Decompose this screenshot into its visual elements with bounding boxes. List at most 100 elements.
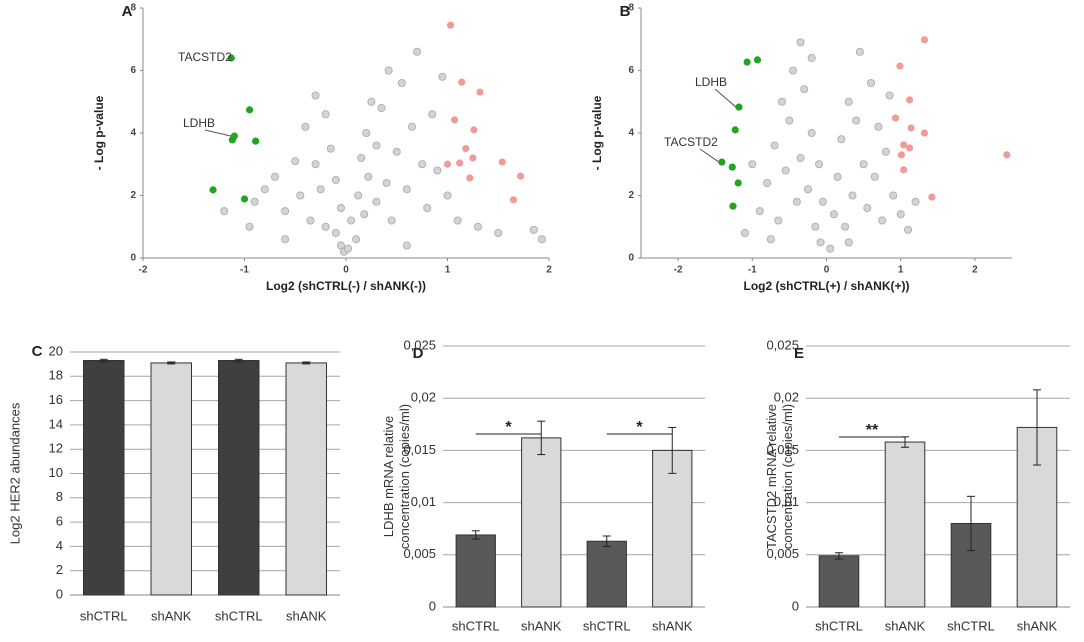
x-tick-label: shANK — [151, 608, 192, 623]
significance-mark: ** — [866, 422, 879, 439]
x-tick-label: -2 — [674, 265, 683, 276]
point — [807, 128, 816, 137]
point — [911, 197, 920, 206]
x-tick-label: shANK — [286, 608, 327, 623]
point — [260, 185, 269, 194]
point — [537, 235, 546, 244]
point — [906, 144, 914, 152]
point — [920, 36, 929, 44]
point — [362, 128, 371, 137]
point — [770, 141, 779, 150]
point — [818, 197, 827, 206]
point — [781, 166, 790, 175]
point — [734, 179, 742, 187]
point — [920, 129, 929, 137]
point — [470, 126, 478, 134]
point — [423, 203, 432, 212]
point — [509, 196, 518, 204]
point — [321, 110, 330, 119]
y-axis-label-line: concentration (copies/ml) — [397, 404, 412, 549]
point — [891, 114, 900, 122]
point — [718, 158, 726, 166]
point — [402, 241, 411, 250]
point — [458, 78, 466, 86]
y-axis-label-line: LDHB mRNA relative — [381, 416, 396, 537]
point — [306, 216, 315, 225]
point — [852, 116, 861, 125]
point-annotation: TACSTD2 — [178, 50, 232, 64]
point — [785, 116, 794, 125]
point — [789, 66, 798, 75]
y-axis-label-line: TACSTD2 mRNA relative — [764, 404, 779, 549]
y-tick-label: 4 — [628, 128, 634, 139]
y-tick-label: 0,02 — [774, 390, 799, 405]
point — [311, 160, 320, 169]
point — [897, 151, 906, 159]
point — [928, 193, 936, 201]
bar — [285, 362, 327, 596]
point — [870, 172, 879, 181]
y-tick-label: 0,015 — [403, 442, 436, 457]
x-tick-label: shCTRL — [583, 618, 631, 633]
point — [841, 222, 850, 231]
point — [837, 135, 846, 144]
bar — [83, 360, 125, 596]
point — [438, 72, 447, 81]
point — [291, 157, 300, 166]
y-tick-label: 14 — [49, 416, 63, 431]
point — [743, 58, 751, 66]
y-tick-label: 0,02 — [411, 390, 436, 405]
point — [377, 104, 386, 113]
point — [900, 141, 908, 149]
y-axis-label: - Log p-value — [92, 95, 106, 170]
leader-line — [204, 129, 232, 137]
point — [240, 195, 249, 203]
y-tick-label: 0,01 — [774, 494, 799, 509]
bar — [884, 441, 926, 608]
y-axis-label: TACSTD2 mRNA relativeconcentration (copi… — [764, 404, 795, 549]
y-tick-label: 4 — [56, 538, 63, 553]
point — [209, 186, 217, 194]
significance-mark: * — [636, 419, 643, 436]
point — [245, 106, 254, 114]
bar — [218, 360, 260, 596]
point — [252, 137, 260, 145]
point — [466, 174, 474, 182]
x-tick-label: 0 — [824, 265, 830, 276]
point — [740, 228, 749, 237]
y-tick-label: 0,005 — [766, 546, 799, 561]
point — [456, 159, 464, 167]
y-tick-label: 0,015 — [766, 442, 799, 457]
y-tick-label: 8 — [56, 489, 63, 504]
y-tick-label: 4 — [130, 128, 136, 139]
point — [829, 210, 838, 219]
point — [354, 191, 363, 200]
y-tick-label: 0,005 — [403, 546, 436, 561]
y-tick-label: 2 — [130, 190, 136, 201]
point — [331, 175, 340, 184]
point — [826, 244, 835, 253]
point — [331, 228, 340, 237]
point — [397, 79, 406, 88]
point — [228, 136, 236, 144]
point — [382, 178, 391, 187]
point — [863, 203, 872, 212]
point — [848, 191, 857, 200]
point — [855, 47, 864, 56]
point — [731, 126, 739, 134]
bar — [818, 555, 860, 608]
x-tick-label: shANK — [1017, 618, 1058, 633]
y-tick-label: 6 — [130, 65, 136, 76]
x-tick-label: shANK — [885, 618, 926, 633]
point — [728, 163, 736, 171]
point — [811, 222, 820, 231]
point — [407, 122, 416, 131]
y-tick-label: 0 — [628, 253, 634, 264]
point — [907, 124, 915, 132]
x-tick-label: shCTRL — [215, 608, 263, 623]
bar — [150, 362, 192, 596]
point — [402, 185, 411, 194]
point — [815, 160, 824, 169]
point — [881, 147, 890, 156]
